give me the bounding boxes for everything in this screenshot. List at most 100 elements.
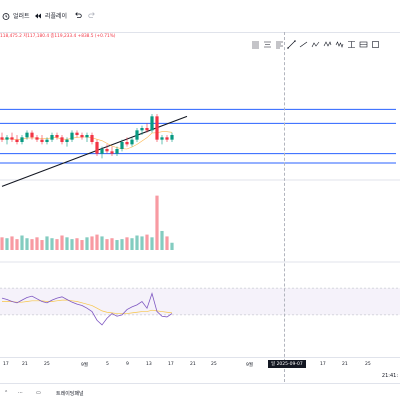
- redo-icon: [88, 11, 96, 19]
- volume-bar: [90, 236, 94, 250]
- candle-body: [140, 128, 144, 131]
- clock-display: 21:41:: [381, 373, 398, 379]
- volume-bar: [120, 239, 124, 250]
- crosshair-line: [284, 32, 285, 382]
- undo-button[interactable]: [74, 11, 82, 19]
- volume-bar: [170, 242, 174, 250]
- x-tick: 25: [365, 362, 371, 367]
- zigzag-icon[interactable]: [311, 40, 320, 49]
- candle-body: [35, 137, 39, 140]
- candle-body: [40, 139, 44, 142]
- x-tick: 21: [190, 362, 196, 367]
- volume-bar: [35, 237, 39, 250]
- chart-canvas[interactable]: [0, 0, 400, 357]
- candle-body: [90, 135, 94, 142]
- candle-body: [80, 135, 84, 138]
- candle-body: [95, 142, 99, 154]
- undo-icon: [74, 11, 82, 19]
- candle-body: [55, 135, 59, 138]
- candle-body: [155, 116, 159, 140]
- replay-button[interactable]: 리플레이: [34, 11, 67, 20]
- candle-body: [25, 132, 29, 138]
- volume-bar: [10, 236, 14, 250]
- candle-body: [85, 135, 89, 138]
- volume-bar: [150, 237, 154, 250]
- volume-bar: [155, 195, 159, 250]
- trend-line: [1, 115, 188, 187]
- x-tick: 17: [3, 362, 9, 367]
- volume-bar: [100, 236, 104, 250]
- trading-panel-tab[interactable]: 트레이딩패널: [56, 391, 84, 397]
- candle-body: [5, 137, 9, 140]
- volume-bar: [80, 240, 84, 250]
- rsi-ma-line: [2, 299, 173, 314]
- volume-bar: [5, 238, 9, 250]
- text-lines-icon[interactable]: [275, 40, 284, 49]
- candle-body: [10, 137, 14, 140]
- candle-body: [65, 139, 69, 142]
- volume-bar: [125, 237, 129, 250]
- candle-body: [50, 135, 54, 140]
- x-tick: 9: [126, 362, 129, 367]
- x-tick: 13: [146, 362, 152, 367]
- x-tick: 21: [342, 362, 348, 367]
- volume-bar: [105, 239, 109, 250]
- alert-button[interactable]: 얼러트: [2, 11, 30, 20]
- candle-body: [0, 137, 4, 140]
- volume-bar: [160, 230, 164, 250]
- pattern-icon[interactable]: [323, 40, 332, 49]
- x-tick: 21: [22, 362, 28, 367]
- price-range-icon[interactable]: [347, 40, 356, 49]
- time-axis: 17 21 25 9월 5 9 13 17 21 25 9월 17 21 25 …: [0, 357, 400, 370]
- volume-bar: [145, 234, 149, 250]
- date-range-icon[interactable]: [359, 40, 368, 49]
- menu-icon[interactable]: ⋯: [18, 390, 23, 396]
- x-tick: 5: [106, 362, 109, 367]
- volume-bar: [45, 236, 49, 250]
- candle-body: [60, 137, 64, 142]
- candle-body: [115, 149, 119, 154]
- x-tick: 25: [211, 362, 217, 367]
- candle-body: [160, 137, 164, 140]
- chevron-up-icon[interactable]: ⌃: [4, 390, 9, 396]
- candle-body: [125, 142, 129, 145]
- align-lines-icon[interactable]: [263, 40, 272, 49]
- volume-bar: [40, 240, 44, 250]
- candle-body: [45, 139, 49, 142]
- x-tick: 9월: [246, 363, 254, 368]
- pine-editor-icon[interactable]: ▭: [36, 390, 41, 396]
- candle-body: [165, 137, 169, 140]
- arrow-line-icon[interactable]: [299, 40, 308, 49]
- volume-bar: [110, 238, 114, 250]
- alert-label: 얼러트: [13, 13, 30, 20]
- candle-body: [170, 135, 174, 140]
- redo-button[interactable]: [88, 11, 96, 19]
- bottom-panel-bar: ⌃ ⋯ ▭ 트레이딩패널: [0, 383, 400, 401]
- replay-icon: [34, 12, 42, 20]
- candle-body: [130, 139, 134, 145]
- candle-body: [135, 130, 139, 140]
- drawing-toolbar: [251, 40, 380, 49]
- x-tick: 25: [44, 362, 50, 367]
- volume-bar: [70, 239, 74, 250]
- volume-bar: [75, 238, 79, 250]
- trend-line-icon[interactable]: [287, 40, 296, 49]
- alarm-clock-icon: [2, 12, 10, 20]
- volume-bar: [130, 238, 134, 250]
- x-tick: 9월: [81, 363, 89, 368]
- wave-icon[interactable]: [335, 40, 344, 49]
- replay-label: 리플레이: [45, 13, 68, 20]
- volume-bar: [135, 235, 139, 250]
- rectangle-icon[interactable]: [371, 40, 380, 49]
- x-tick: 17: [168, 362, 174, 367]
- candle-body: [20, 137, 24, 142]
- volume-bar: [50, 238, 54, 250]
- volume-bar: [55, 239, 59, 250]
- crosshair-date-label: 일 2025-09-07: [268, 360, 306, 368]
- volume-bar: [85, 237, 89, 250]
- volume-bar: [165, 236, 169, 250]
- volume-bar: [30, 239, 34, 250]
- x-tick: 17: [320, 362, 326, 367]
- top-toolbar: 얼러트 리플레이: [0, 0, 400, 33]
- fib-levels-icon[interactable]: [251, 40, 260, 49]
